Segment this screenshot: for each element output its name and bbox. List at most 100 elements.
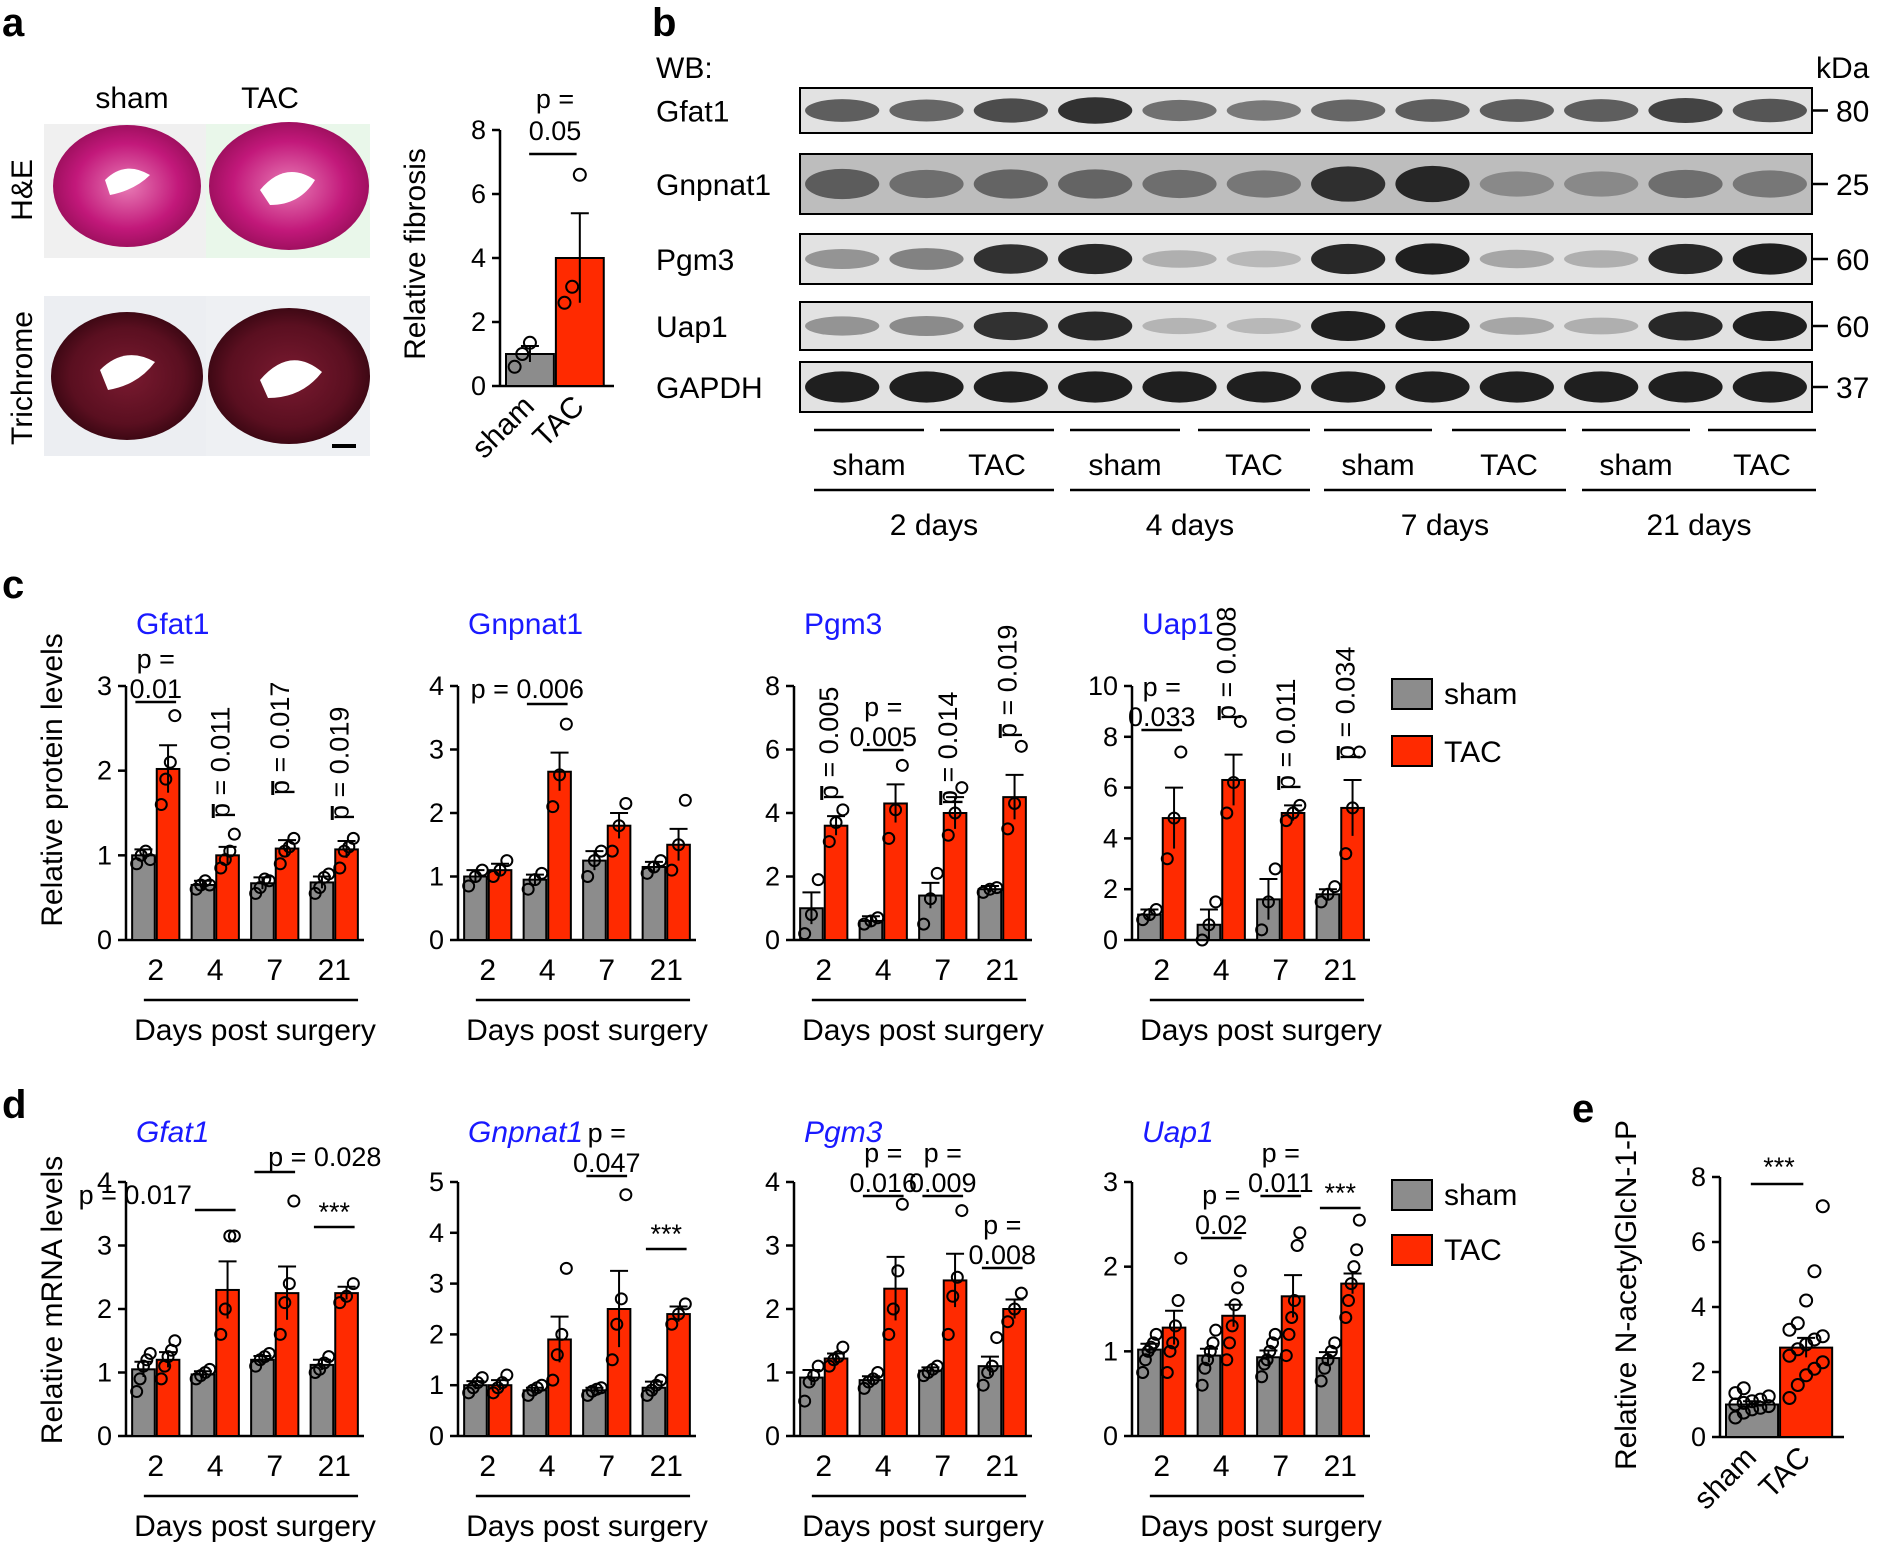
data-point: [871, 1366, 885, 1379]
chart-uap1: Uap1 0 2 4 6 8 10 2 4 7 21 Days post surgery p =0.03…: [1088, 607, 1382, 1047]
band: [1395, 99, 1470, 122]
band: [1479, 99, 1554, 122]
data-point: [1815, 1199, 1830, 1214]
data-point: [322, 867, 336, 881]
data-point: [1745, 1394, 1760, 1409]
data-point: [836, 1340, 850, 1354]
p-value-label: p = 0.019: [324, 707, 354, 820]
data-point: [1782, 1391, 1797, 1405]
sham-bar: [1196, 1354, 1222, 1437]
band: [1732, 243, 1807, 275]
data-point: [1014, 739, 1028, 753]
legend-sham-label: sham: [1444, 678, 1517, 711]
band: [1732, 371, 1807, 403]
tac-bar: [666, 1313, 691, 1437]
band: [1564, 171, 1639, 197]
band: [889, 371, 964, 403]
band: [889, 99, 964, 122]
p-value-label: p = 0.005: [814, 687, 844, 800]
band: [1311, 311, 1386, 341]
data-point: [203, 1362, 217, 1376]
data-point: [133, 1372, 147, 1386]
x-tick-label: 21: [318, 1450, 351, 1483]
sham-bar: [858, 1379, 884, 1437]
band: [1226, 170, 1301, 198]
data-point: [1782, 1322, 1797, 1337]
p-value-label: p =: [983, 1210, 1021, 1240]
chart-gfat1: Gfat1 0 1 2 3 2 4 7 21 Days post surgery p =0.01 p …: [97, 608, 376, 1047]
p-value-label: p = 0.017: [265, 682, 295, 795]
chart-gfat1: Gfat1 0 1 2 3 4 2 4 7 21 Days post surgery p = 0.01…: [79, 1116, 382, 1543]
x-tick-label: 7: [934, 954, 951, 987]
y-tick-label: 6: [471, 179, 486, 209]
x-tick-label: 2: [1153, 954, 1170, 987]
y-tick-label: 2: [471, 307, 486, 337]
band: [1564, 317, 1639, 335]
data-point: [340, 1289, 354, 1303]
data-point: [278, 1296, 292, 1310]
day-label: 4 days: [1146, 509, 1234, 542]
x-tick-label: 4: [875, 1450, 892, 1483]
data-point: [1166, 1336, 1180, 1350]
p-value-label: ***: [650, 1219, 682, 1249]
x-tick-label: 7: [1272, 1450, 1289, 1483]
x-tick-label: 7: [266, 1450, 283, 1483]
y-tick-label: 8: [1691, 1162, 1706, 1192]
data-point: [223, 1229, 237, 1243]
gene-title: Gfat1: [136, 608, 209, 641]
y-tick-label: 1: [97, 1358, 112, 1388]
chart-pgm3: Pgm3 0 2 4 6 8 2 4 7 21 Days post surgery p = 0.005…: [765, 608, 1044, 1047]
data-point: [1753, 1392, 1768, 1407]
data-point: [836, 803, 850, 817]
data-point: [273, 857, 287, 871]
band: [1311, 243, 1386, 275]
data-point: [1287, 1294, 1301, 1308]
panel-d-label: d: [2, 1083, 26, 1127]
y-tick-label: 5: [429, 1167, 444, 1197]
band: [1395, 311, 1470, 341]
data-point: [322, 1350, 336, 1364]
band: [1058, 169, 1133, 199]
band: [1648, 371, 1723, 403]
data-point: [1314, 895, 1328, 909]
sham-bar: [463, 875, 488, 941]
data-point: [798, 927, 812, 941]
x-tick-label: 21: [318, 954, 351, 987]
data-point: [1233, 1264, 1247, 1278]
band: [973, 244, 1048, 274]
data-point: [218, 1302, 232, 1316]
data-point: [581, 870, 595, 883]
y-tick-label: 0: [765, 925, 780, 955]
band: [1479, 371, 1554, 403]
group-label: TAC: [1480, 449, 1538, 482]
data-point: [1198, 1361, 1212, 1375]
data-point: [1286, 806, 1300, 820]
protein-label: GAPDH: [656, 372, 763, 405]
data-point: [1195, 1378, 1209, 1392]
data-point: [140, 1353, 154, 1367]
y-tick-label: 1: [429, 1370, 444, 1400]
band: [805, 316, 880, 336]
band: [1732, 311, 1807, 341]
data-point: [1282, 1327, 1296, 1341]
data-point: [1167, 811, 1181, 825]
data-point: [891, 1264, 905, 1278]
data-point: [227, 1229, 241, 1243]
data-point: [515, 347, 530, 361]
data-point: [1201, 1353, 1215, 1367]
data-point: [1138, 1353, 1152, 1367]
data-point: [1014, 1286, 1028, 1300]
y-tick-label: 0: [429, 1421, 444, 1451]
p-value-label: 0.016: [849, 1168, 917, 1198]
band: [805, 248, 880, 270]
band: [973, 169, 1048, 199]
band: [1564, 250, 1639, 268]
sham-bar: [309, 881, 335, 942]
data-point: [930, 1359, 944, 1373]
x-axis-title: Days post surgery: [802, 1014, 1044, 1047]
band: [973, 311, 1048, 341]
x-tick-label: 21: [650, 954, 683, 987]
data-point: [500, 854, 514, 868]
p-value-label: p =: [1262, 1138, 1300, 1168]
